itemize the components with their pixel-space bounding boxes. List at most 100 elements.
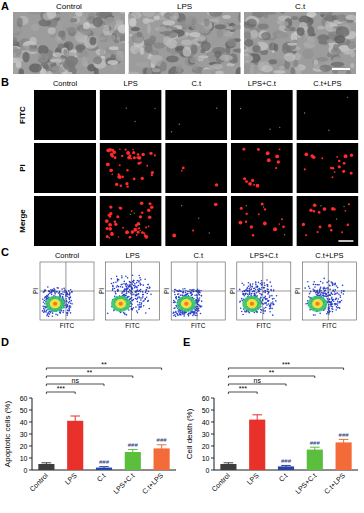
pi-cell	[250, 225, 253, 228]
event	[195, 308, 197, 310]
event	[137, 280, 139, 282]
event	[264, 285, 266, 287]
event	[143, 300, 145, 302]
cell	[43, 65, 49, 69]
event	[255, 282, 257, 284]
event	[256, 311, 258, 313]
cell	[173, 12, 179, 20]
event	[251, 293, 253, 295]
event	[269, 305, 271, 307]
pi-cell	[348, 203, 350, 205]
event	[271, 285, 273, 287]
event	[198, 308, 200, 310]
cell	[47, 12, 56, 19]
pi-cell	[282, 225, 285, 228]
event	[67, 305, 69, 307]
event	[248, 312, 250, 314]
event	[241, 282, 243, 284]
cell	[37, 45, 48, 54]
pi-cell	[336, 156, 338, 158]
event	[148, 308, 150, 310]
pi-cell	[346, 224, 349, 227]
event	[138, 305, 140, 307]
column-label: LPS+C.t	[250, 251, 279, 260]
event	[198, 294, 200, 296]
event	[268, 303, 270, 305]
pi-cell	[129, 236, 132, 239]
event	[124, 289, 126, 291]
cell	[214, 24, 225, 29]
event	[191, 294, 193, 296]
event	[52, 315, 54, 317]
event	[339, 302, 341, 304]
event	[134, 291, 136, 293]
event	[128, 296, 130, 298]
event	[53, 288, 55, 290]
event	[254, 293, 256, 295]
cell	[100, 48, 105, 57]
event	[265, 302, 267, 304]
cell	[345, 15, 356, 20]
event	[319, 313, 321, 315]
event	[191, 311, 193, 313]
event	[269, 295, 271, 297]
event	[322, 292, 324, 294]
pi-cell	[119, 164, 121, 166]
pi-cell	[117, 175, 121, 179]
cell	[317, 57, 328, 62]
cell	[48, 27, 56, 34]
event	[177, 314, 179, 316]
cell	[297, 27, 305, 35]
quadrant-line	[171, 291, 225, 292]
flow-plot-frame	[302, 262, 356, 320]
cell	[350, 63, 354, 68]
event	[137, 294, 139, 296]
axis-label: FITC	[191, 322, 206, 329]
cell	[53, 52, 62, 57]
event	[69, 297, 71, 299]
pi-cell	[330, 229, 333, 232]
pi-cell	[240, 207, 243, 210]
fitc-cell	[126, 107, 127, 108]
event	[66, 301, 68, 303]
pi-cell	[133, 228, 137, 232]
pi-cell	[245, 180, 248, 183]
cell	[118, 25, 125, 34]
event	[190, 291, 192, 293]
event	[265, 299, 267, 301]
event	[263, 297, 265, 299]
event	[65, 295, 67, 297]
event	[332, 299, 334, 301]
pi-cell	[114, 156, 117, 159]
event	[147, 300, 149, 302]
event	[173, 300, 175, 302]
pi-cell	[305, 234, 307, 236]
event	[70, 306, 72, 308]
pi-cell	[126, 151, 130, 155]
event	[195, 310, 197, 312]
event	[174, 289, 176, 291]
event	[186, 294, 188, 296]
fitc-cell	[139, 224, 140, 225]
pi-cell	[122, 227, 124, 229]
event	[272, 301, 274, 303]
pi-cell	[257, 148, 260, 151]
event	[174, 294, 176, 296]
cell	[284, 53, 295, 62]
event	[313, 284, 315, 286]
event	[137, 298, 139, 300]
micrograph-bg	[244, 12, 356, 74]
pi-cell	[129, 154, 132, 157]
pi-cell	[106, 227, 109, 230]
flow-density	[304, 278, 344, 316]
fluorescence-image	[165, 196, 227, 246]
cell	[166, 55, 179, 62]
event	[330, 303, 332, 305]
event	[45, 290, 47, 292]
column-label: C.t+LPS	[313, 79, 341, 88]
event	[326, 313, 328, 315]
event	[62, 297, 64, 299]
micrograph	[129, 12, 241, 74]
pi-cell	[149, 152, 152, 155]
pi-cell	[310, 154, 314, 158]
